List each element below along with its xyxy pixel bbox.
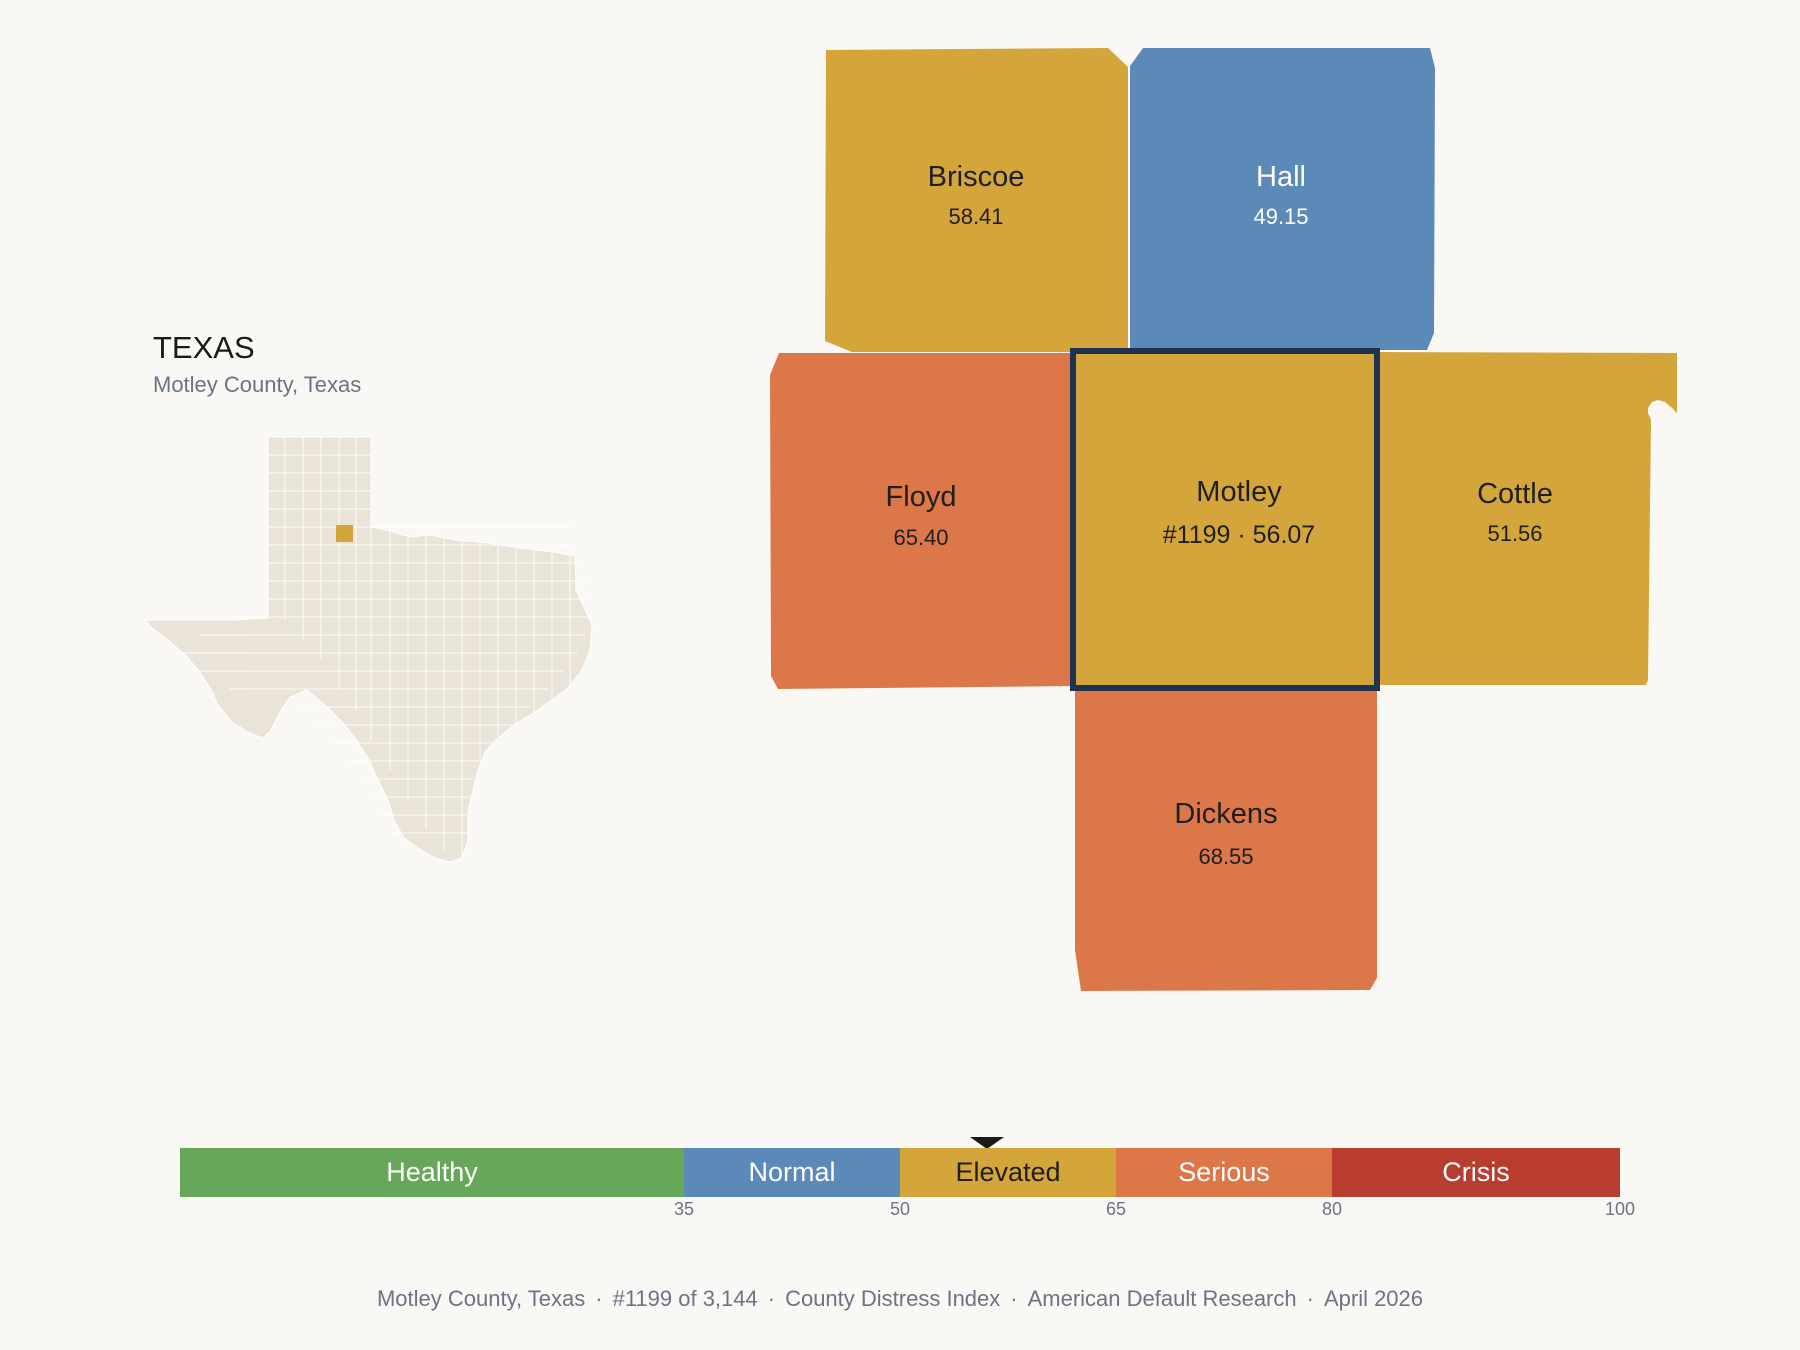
county-name: Motley xyxy=(1196,476,1282,508)
legend-segment-normal: Normal xyxy=(684,1148,900,1197)
county-value: 49.15 xyxy=(1253,204,1308,229)
county-name: Hall xyxy=(1256,161,1306,193)
county-value: 51.56 xyxy=(1487,521,1542,546)
legend-tick: 65 xyxy=(1105,1199,1127,1219)
motley-inset-marker xyxy=(336,525,353,542)
texas-county-grid xyxy=(175,437,590,860)
texas-state-shape xyxy=(143,436,593,863)
footer-rank: #1199 of 3,144 xyxy=(612,1286,758,1311)
county-floyd[interactable]: Floyd 65.40 xyxy=(770,353,1075,689)
county-value: 58.41 xyxy=(948,204,1003,229)
state-subtitle: Motley County, Texas xyxy=(153,372,362,397)
legend-segment-healthy: Healthy xyxy=(180,1148,684,1197)
legend-tick: 100 xyxy=(1604,1199,1636,1219)
county-dickens[interactable]: Dickens 68.55 xyxy=(1075,688,1377,991)
legend-segment-serious: Serious xyxy=(1116,1148,1332,1197)
county-cottle[interactable]: Cottle 51.56 xyxy=(1377,352,1677,685)
texas-inset-map xyxy=(143,436,593,863)
county-motley-selected[interactable]: Motley #1199 · 56.07 xyxy=(1070,348,1380,691)
footer-index: County Distress Index xyxy=(785,1286,1001,1311)
legend-segment-elevated: Elevated xyxy=(900,1148,1116,1197)
footer-date: April 2026 xyxy=(1323,1286,1424,1311)
legend-tick: 50 xyxy=(889,1199,911,1219)
county-value: #1199 · 56.07 xyxy=(1163,521,1315,549)
county-name: Cottle xyxy=(1477,478,1553,510)
index-marker-pointer xyxy=(970,1137,1005,1149)
distress-scale-legend: Healthy Normal Elevated Serious Crisis xyxy=(180,1148,1620,1197)
legend-segment-crisis: Crisis xyxy=(1332,1148,1620,1197)
state-title: TEXAS xyxy=(153,330,255,365)
legend-tick: 80 xyxy=(1321,1199,1343,1219)
footer: Motley County, Texas · #1199 of 3,144 · Coun… xyxy=(376,1286,1424,1311)
footer-source: American Default Research xyxy=(1027,1286,1297,1311)
county-value: 68.55 xyxy=(1198,844,1253,869)
county-name: Dickens xyxy=(1174,798,1277,830)
county-name: Briscoe xyxy=(928,161,1025,193)
county-hall[interactable]: Hall 49.15 xyxy=(1130,48,1435,350)
footer-county: Motley County, Texas xyxy=(376,1286,586,1311)
county-briscoe[interactable]: Briscoe 58.41 xyxy=(825,48,1128,352)
legend-tick: 35 xyxy=(673,1199,695,1219)
county-name: Floyd xyxy=(886,481,957,513)
county-value: 65.40 xyxy=(893,525,948,550)
